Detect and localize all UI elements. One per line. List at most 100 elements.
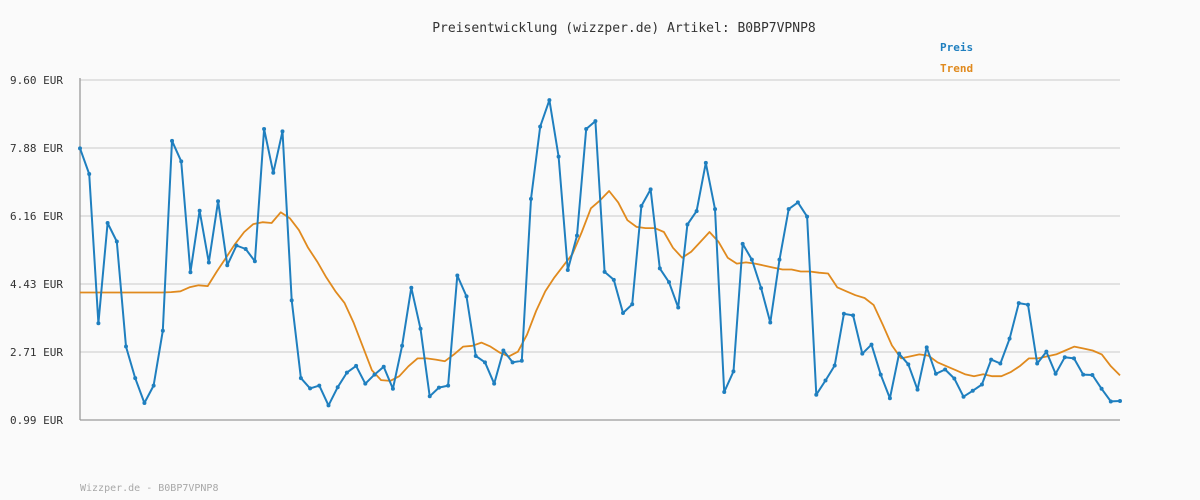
data-point-preis [611,277,616,282]
data-point-preis [289,298,294,303]
data-point-preis [234,243,239,248]
data-point-preis [933,371,938,376]
data-point-preis [795,200,800,205]
data-point-preis [252,259,257,264]
legend: Preis Trend [940,41,973,75]
data-point-preis [943,367,948,372]
data-point-preis [280,129,285,134]
data-point-preis [768,320,773,325]
data-point-preis [759,286,764,291]
data-point-preis [381,364,386,369]
data-point-preis [1099,386,1104,391]
data-point-preis [1025,302,1030,307]
data-point-preis [1035,361,1040,366]
data-point-preis [78,146,82,151]
footer-credit: Wizzper.de - B0BP7VPNP8 [80,483,218,494]
data-point-preis [298,376,303,381]
data-point-preis [427,394,432,399]
data-point-preis [87,171,92,176]
data-point-preis [584,126,589,131]
data-point-preis [952,376,957,381]
data-point-preis [464,294,469,299]
data-point-preis [317,383,322,388]
data-point-preis [731,369,736,374]
data-point-preis [326,403,331,408]
data-point-preis [621,310,626,315]
data-point-preis [897,351,902,356]
data-point-preis [1118,399,1122,404]
data-point-preis [1090,372,1095,377]
data-point-preis [823,378,828,383]
data-point-preis [639,203,644,208]
data-point-preis [418,326,423,331]
y-tick-label: 9.60 EUR [10,74,63,87]
data-point-preis [915,387,920,392]
data-point-preis [363,381,368,386]
grid-lines [80,79,1120,353]
data-point-preis [657,266,662,271]
data-point-preis [354,363,359,368]
data-point-preis [1071,356,1076,361]
data-point-preis [436,385,441,390]
data-point-preis [446,383,451,388]
data-point-preis [547,98,552,103]
data-point-preis [142,401,147,406]
data-point-preis [519,358,524,363]
data-point-preis [805,214,810,219]
data-point-preis [924,345,929,350]
data-point-preis [1108,399,1113,404]
data-point-preis [538,124,543,129]
data-point-preis [400,343,405,348]
data-point-preis [694,209,699,214]
data-point-preis [851,313,856,318]
data-point-preis [528,196,533,201]
data-point-preis [740,241,745,246]
data-point-preis [722,389,727,394]
data-point-preis [1016,301,1021,306]
y-tick-label: 0.99 EUR [10,414,63,427]
data-point-preis [648,187,653,192]
data-point-preis [160,328,165,333]
data-point-preis [961,394,966,399]
data-point-preis [676,305,681,310]
data-point-preis [685,222,690,227]
data-point-preis [1062,355,1067,360]
data-point-preis [1044,349,1049,354]
data-point-preis [492,381,497,386]
legend-item-trend: Trend [940,62,973,75]
data-point-preis [841,311,846,316]
y-tick-label: 7.88 EUR [10,142,63,155]
data-point-preis [206,260,211,265]
y-tick-label: 2.71 EUR [10,346,63,359]
data-point-preis [998,361,1003,366]
data-point-preis [869,342,874,347]
data-point-preis [777,257,782,262]
data-point-preis [574,233,579,238]
data-point-preis [188,270,193,275]
legend-item-preis: Preis [940,41,973,54]
data-point-preis [556,154,561,159]
data-point-preis [832,363,837,368]
data-point-preis [197,208,202,213]
data-point-preis [501,348,506,353]
data-point-preis [565,267,570,272]
data-point-preis [906,362,911,367]
data-point-preis [335,385,340,390]
data-point-preis [170,138,175,143]
data-point-preis [970,388,975,393]
data-point-preis [860,351,865,356]
data-point-preis [308,386,313,391]
data-point-preis [593,119,598,124]
data-point-preis [271,170,276,175]
y-axis-ticks: 9.60 EUR 7.88 EUR 6.16 EUR 4.43 EUR 2.71 EUR… [10,74,63,427]
data-point-preis [473,354,478,359]
data-point-preis [814,392,819,397]
data-point-preis [989,357,994,362]
data-point-preis [630,302,635,307]
data-point-preis [786,207,791,212]
data-point-preis [510,360,515,365]
data-point-preis [602,269,607,274]
series-layer [78,98,1122,408]
data-point-preis [887,396,892,401]
data-point-preis [1053,371,1058,376]
